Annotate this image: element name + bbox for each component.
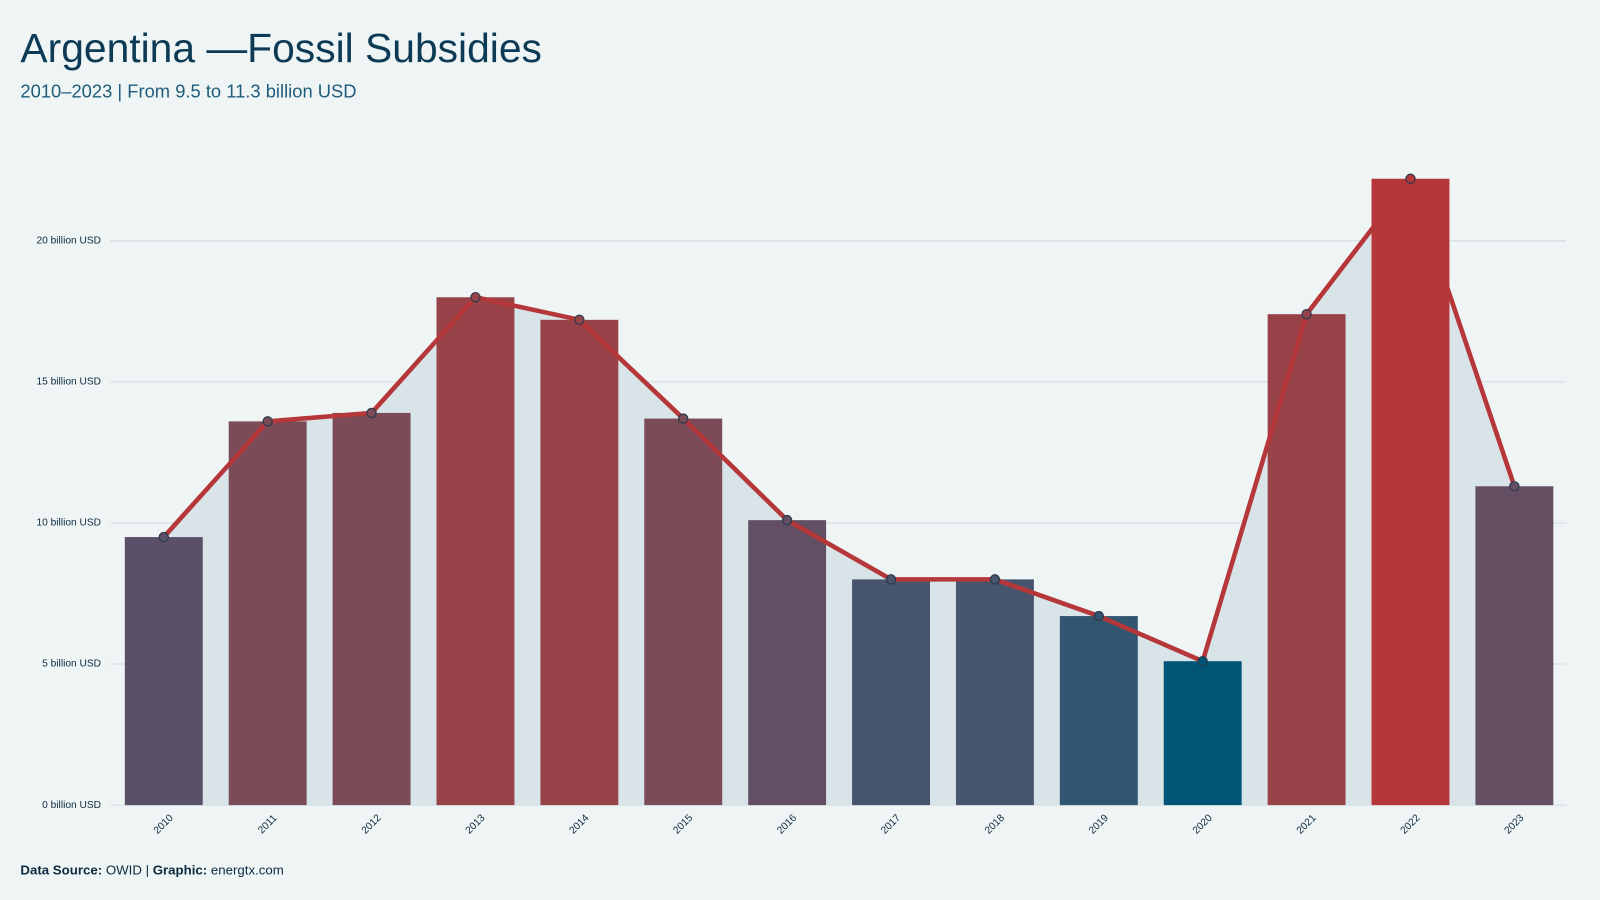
point [366,407,377,419]
y-tick-label: 5 billion USD [42,659,101,670]
bar [1163,661,1242,806]
point [1509,481,1520,492]
bar [1059,616,1138,806]
bar [644,418,723,806]
bar [1371,178,1450,806]
footer: Data Source: OWID | Graphic: energtx.com [20,862,283,877]
bar [228,421,307,806]
point [470,292,481,303]
bar [332,412,411,806]
bar [540,319,619,806]
bar [748,520,827,806]
bar [852,579,930,806]
footer-graphic: energtx.com [211,862,284,877]
point [989,574,1001,585]
bar [1475,486,1554,806]
point [885,574,897,585]
y-tick-label: 0 billion USD [42,800,101,811]
chart-subtitle: 2010–2023 | From 9.5 to 11.3 billion USD [20,81,356,102]
point [158,531,169,543]
y-tick-label: 10 billion USD [36,518,101,529]
point [574,314,585,326]
point [1301,308,1312,320]
bar [955,579,1034,806]
point [781,514,793,526]
y-tick-label: 15 billion USD [36,377,101,388]
bar [124,537,203,806]
chart-title: Argentina —Fossil Subsidies [20,25,542,71]
point [1093,610,1105,622]
point [1405,173,1416,184]
point [1197,656,1208,667]
bar [1267,314,1346,806]
footer-label: Data Source: [20,862,102,877]
line [162,176,1517,664]
point [262,416,273,427]
y-tick-label: 20 billion USD [36,236,101,247]
point [678,413,689,424]
bar [436,297,515,806]
footer-label: Graphic: [153,862,207,877]
footer-source: OWID | [106,862,149,877]
